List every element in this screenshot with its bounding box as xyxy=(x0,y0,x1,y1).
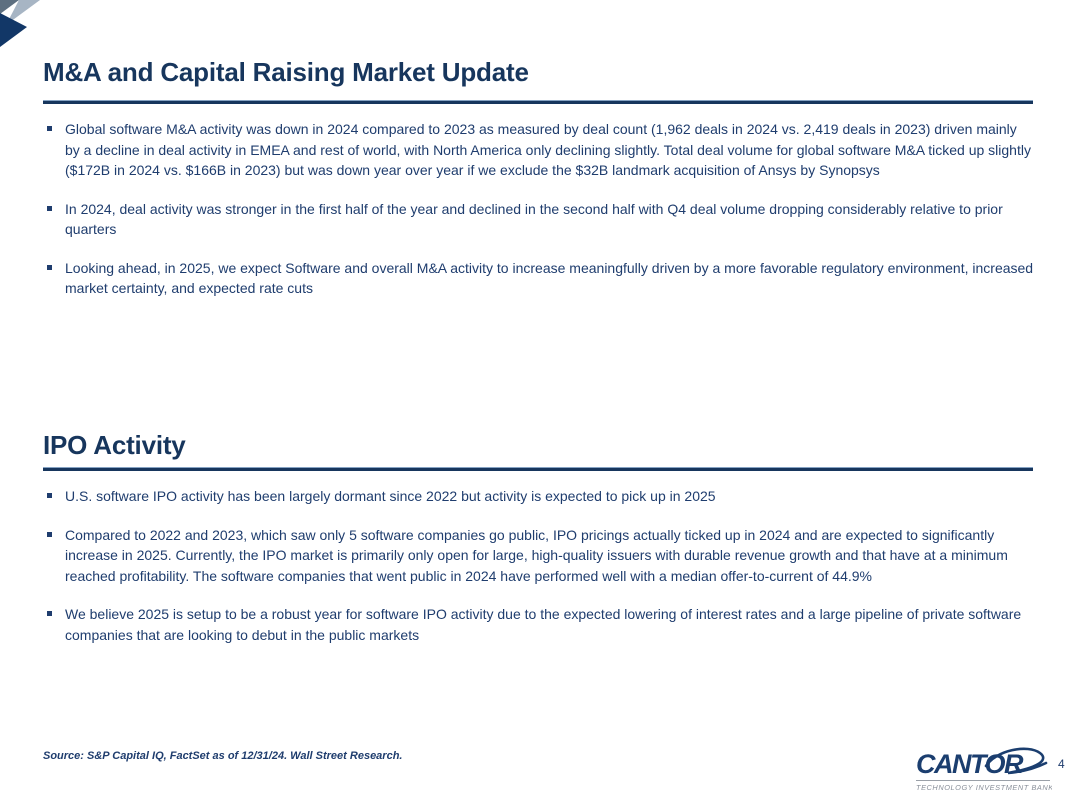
cantor-logo-icon: CANTOR TECHNOLOGY INVESTMENT BANKING xyxy=(916,747,1068,792)
corner-decoration-icon xyxy=(0,0,40,47)
section-2-bullets: U.S. software IPO activity has been larg… xyxy=(43,486,1035,663)
list-item: Global software M&A activity was down in… xyxy=(43,119,1035,181)
bullet-square-icon xyxy=(47,611,52,616)
bullet-square-icon xyxy=(47,126,52,131)
section-1-rule xyxy=(43,100,1033,104)
section-2-header: IPO Activity xyxy=(43,428,1033,462)
section-1-bullets: Global software M&A activity was down in… xyxy=(43,119,1035,317)
page-number: 4 xyxy=(1058,757,1065,771)
list-item: We believe 2025 is setup to be a robust … xyxy=(43,604,1035,645)
bullet-text: We believe 2025 is setup to be a robust … xyxy=(65,606,1022,643)
section-2-title: IPO Activity xyxy=(43,430,186,460)
list-item: Compared to 2022 and 2023, which saw onl… xyxy=(43,525,1035,587)
logo-wordmark: CANTOR xyxy=(916,749,1024,779)
section-1-title: M&A and Capital Raising Market Update xyxy=(43,57,529,87)
list-item: In 2024, deal activity was stronger in t… xyxy=(43,199,1035,240)
cantor-logo: CANTOR TECHNOLOGY INVESTMENT BANKING xyxy=(916,746,1068,797)
bullet-text: Looking ahead, in 2025, we expect Softwa… xyxy=(65,259,1034,297)
bullet-square-icon xyxy=(47,493,52,498)
list-item: Looking ahead, in 2025, we expect Softwa… xyxy=(43,258,1035,299)
bullet-text: Global software M&A activity was down in… xyxy=(65,121,1031,178)
section-1-header: M&A and Capital Raising Market Update xyxy=(43,55,1033,89)
source-note: Source: S&P Capital IQ, FactSet as of 12… xyxy=(43,750,403,762)
bullet-text: U.S. software IPO activity has been larg… xyxy=(65,488,716,504)
bullet-square-icon xyxy=(47,531,52,537)
bullet-square-icon xyxy=(47,264,52,270)
bullet-text: In 2024, deal activity was stronger in t… xyxy=(65,200,1003,238)
section-2-rule xyxy=(43,467,1033,471)
bullet-text: Compared to 2022 and 2023, which saw onl… xyxy=(65,526,1008,584)
logo-swoosh-icon xyxy=(984,747,1048,775)
logo-tagline: TECHNOLOGY INVESTMENT BANKING xyxy=(916,783,1052,792)
list-item: U.S. software IPO activity has been larg… xyxy=(43,486,1035,507)
bullet-square-icon xyxy=(47,205,52,211)
